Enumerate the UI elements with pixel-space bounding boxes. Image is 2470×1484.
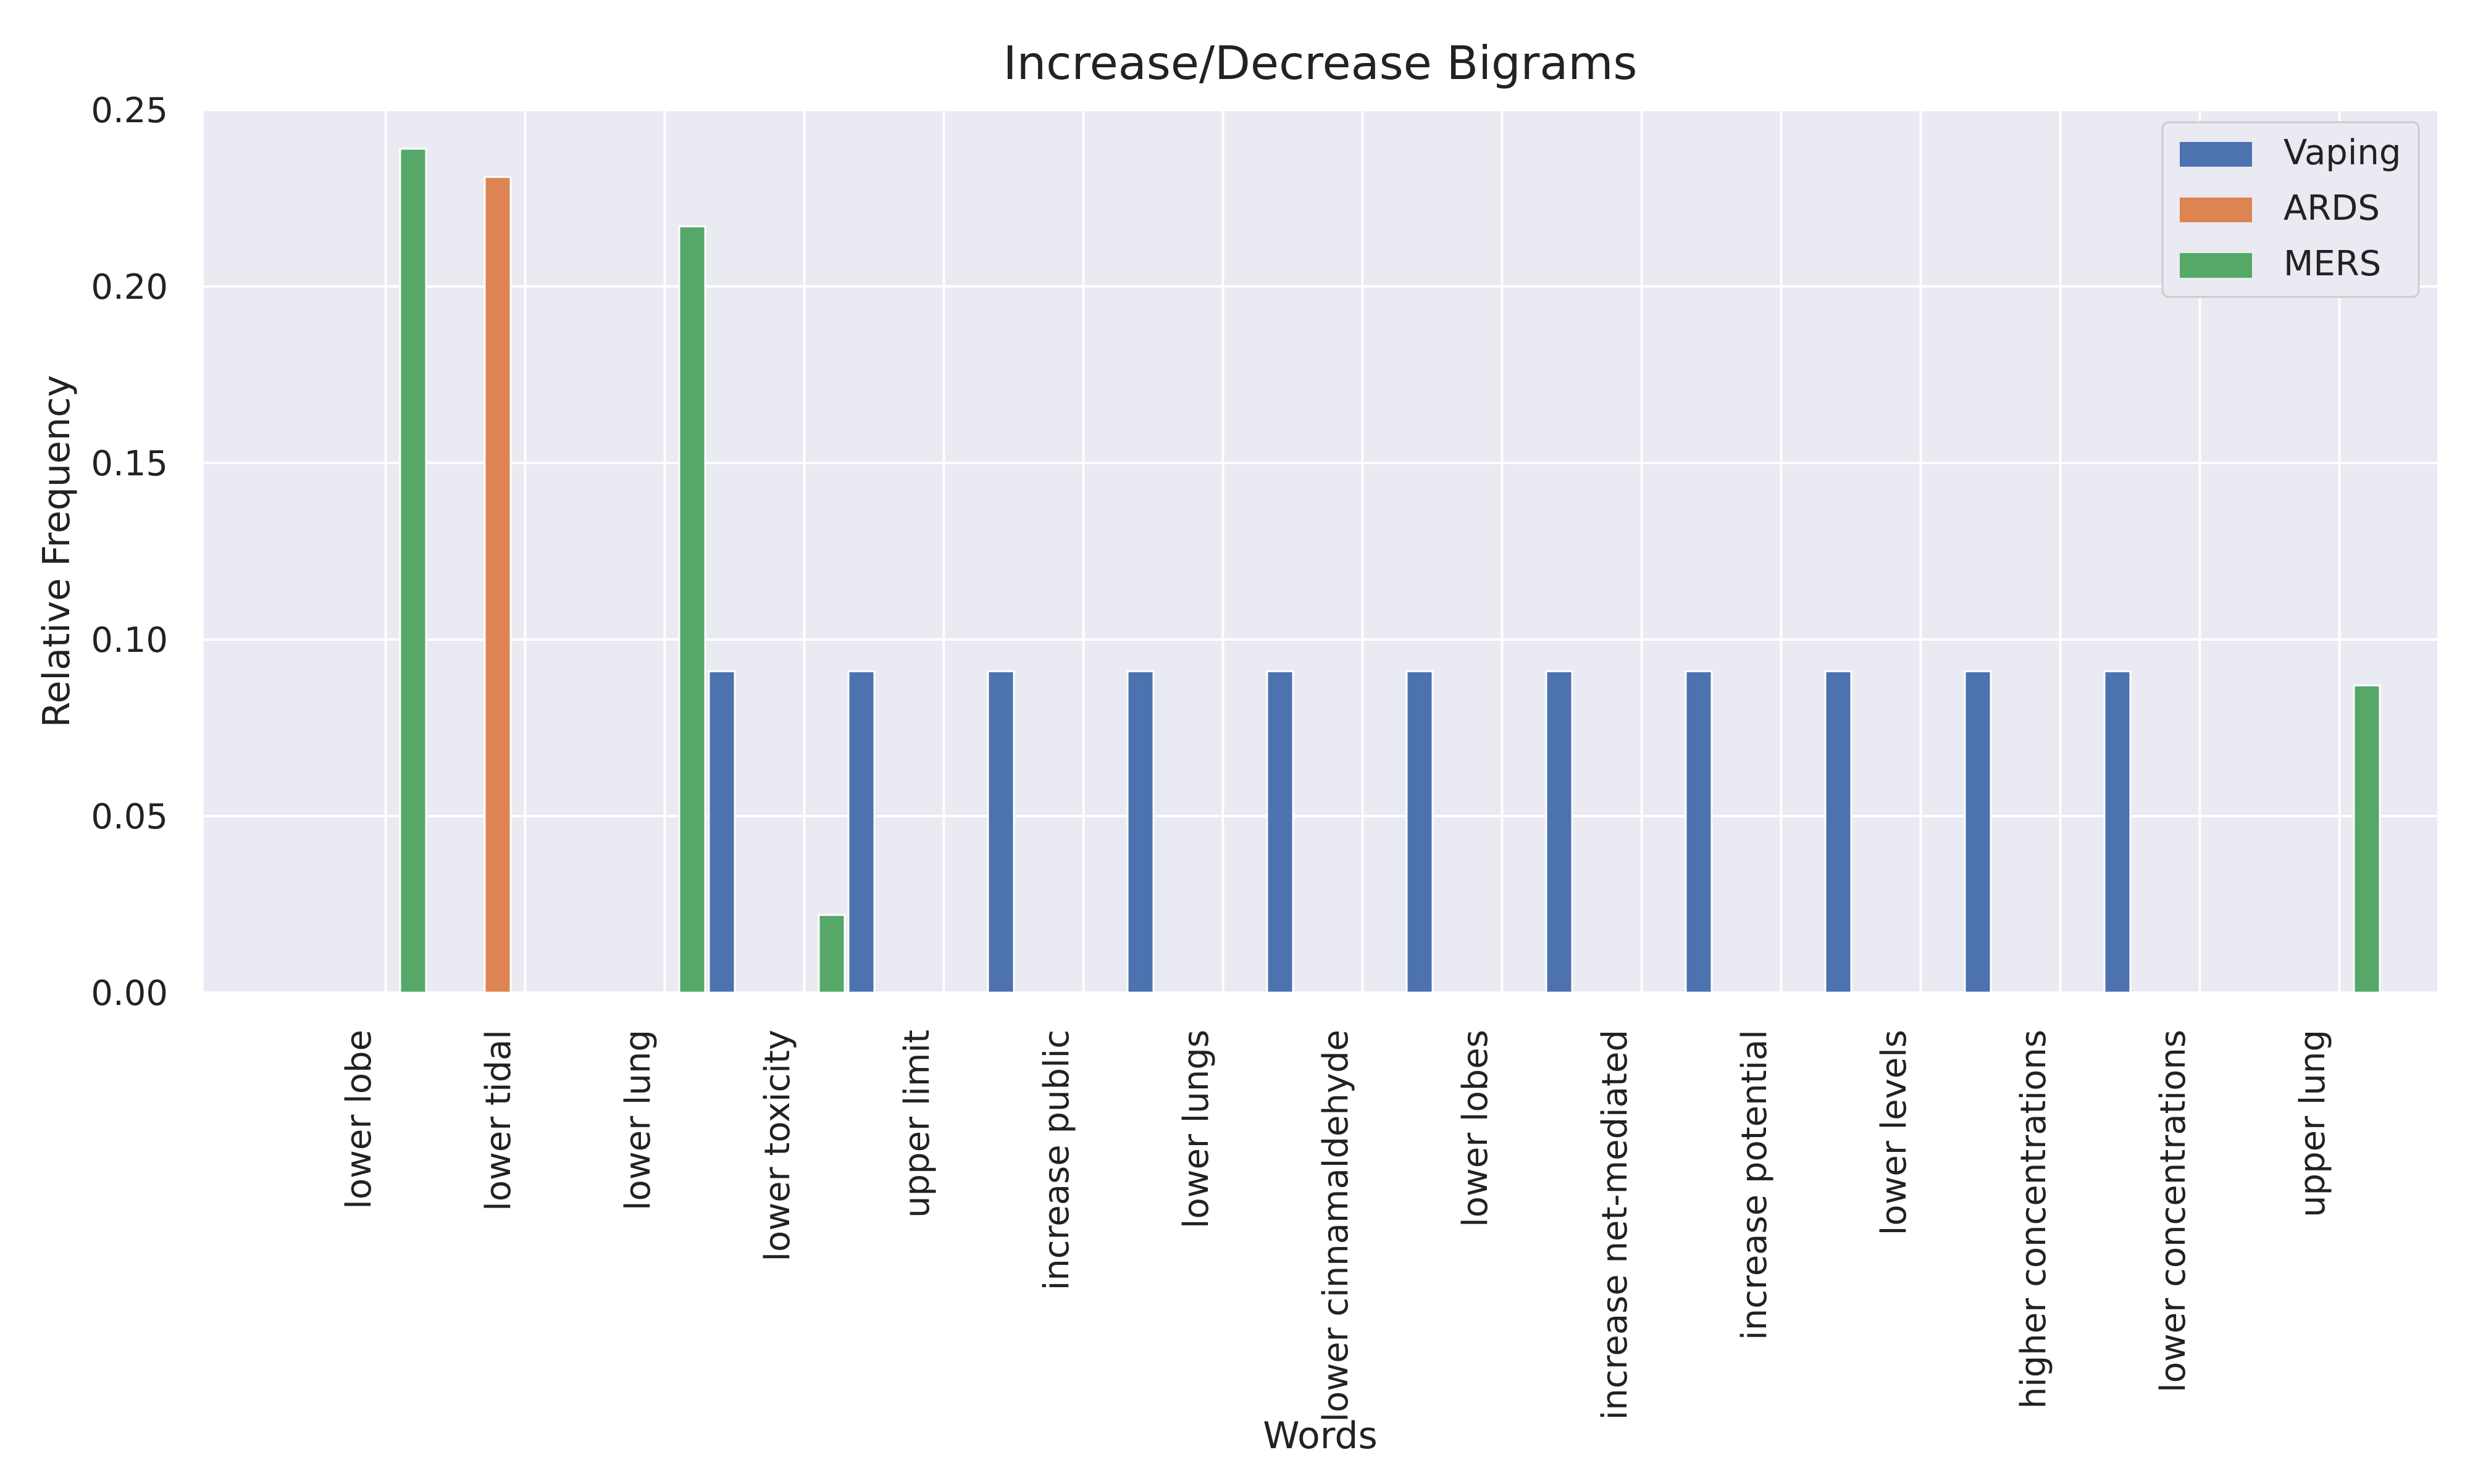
x-tick-label: higher concentrations [2014, 1030, 2054, 1409]
bar-mers-3 [818, 914, 846, 994]
legend: Vaping ARDS MERS [2161, 121, 2420, 298]
x-tick-label: lower lobe [339, 1030, 379, 1209]
bar-mers-0 [399, 148, 427, 994]
x-tick-label: increase potential [1735, 1030, 1775, 1340]
y-axis-label: Relative Frequency [35, 375, 78, 728]
x-tick-label: upper lung [2293, 1030, 2333, 1217]
bar-vaping-5 [987, 670, 1015, 994]
legend-label-ards: ARDS [2284, 188, 2380, 228]
bar-vaping-3 [708, 670, 736, 994]
x-tick-label: upper limit [897, 1030, 937, 1218]
bar-ards-1 [484, 176, 512, 994]
bar-vaping-4 [847, 670, 876, 994]
legend-swatch-vaping [2180, 142, 2252, 167]
x-axis-label: Words [1263, 1414, 1377, 1457]
y-tick-label: 0.15 [91, 444, 168, 484]
y-tick-label: 0.20 [91, 267, 168, 307]
x-tick-labels: lower lobe lower tidal lower lung lower tox… [339, 1030, 2333, 1422]
grid-lines [204, 109, 2437, 994]
y-tick-label: 0.05 [91, 797, 168, 837]
x-tick-label: lower lung [618, 1030, 658, 1211]
x-tick-label: lower concentrations [2153, 1030, 2193, 1393]
legend-label-vaping: Vaping [2284, 133, 2401, 173]
bar-mers-2 [678, 225, 706, 994]
bar-vaping-9 [1545, 670, 1573, 994]
y-tick-label: 0.00 [91, 973, 168, 1014]
y-tick-label: 0.10 [91, 620, 168, 661]
legend-swatch-mers [2180, 253, 2252, 278]
legend-swatch-ards [2180, 198, 2252, 222]
y-tick-labels: 0.00 0.05 0.10 0.15 0.20 0.25 [91, 91, 168, 1014]
bar-vaping-11 [1824, 670, 1853, 994]
x-tick-label: lower tidal [479, 1030, 519, 1211]
x-tick-label: lower toxicity [758, 1030, 798, 1262]
x-tick-label: lower levels [1874, 1030, 1914, 1235]
bar-vaping-6 [1126, 670, 1155, 994]
x-tick-label: increase public [1037, 1030, 1077, 1290]
x-tick-label: lower lobes [1455, 1030, 1496, 1227]
x-tick-label: lower cinnamaldehyde [1316, 1030, 1356, 1422]
bar-vaping-13 [2103, 670, 2132, 994]
bar-vaping-7 [1266, 670, 1294, 994]
bar-mers-14 [2353, 684, 2381, 994]
legend-label-mers: MERS [2284, 244, 2381, 284]
bar-vaping-10 [1685, 670, 1713, 994]
bar-vaping-8 [1405, 670, 1434, 994]
y-tick-label: 0.25 [91, 91, 168, 131]
plot-background [204, 110, 2437, 993]
chart-title: Increase/Decrease Bigrams [1003, 36, 1638, 90]
x-tick-label: lower lungs [1176, 1030, 1216, 1228]
bar-vaping-12 [1964, 670, 1992, 994]
x-tick-label: increase net-mediated [1595, 1030, 1635, 1420]
bars [399, 148, 2381, 994]
